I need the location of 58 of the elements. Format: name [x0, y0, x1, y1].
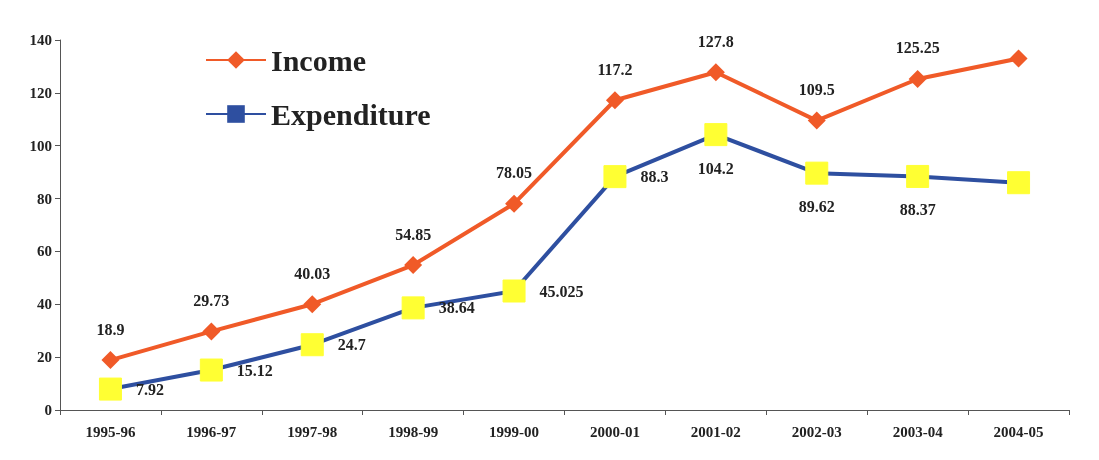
y-tick-label: 60 [37, 243, 52, 260]
data-label: 38.64 [438, 299, 475, 317]
data-label: 104.2 [697, 159, 734, 177]
data-label: 88.37 [899, 201, 936, 219]
x-tick-label: 1995-96 [85, 423, 136, 440]
x-tick-label: 2003-04 [892, 423, 944, 440]
point [906, 164, 930, 188]
data-label: 127.8 [697, 32, 734, 50]
y-tick-label: 0 [44, 402, 52, 418]
x-tick-label: 2002-03 [791, 423, 842, 440]
point [502, 279, 526, 303]
data-label: 109.5 [798, 81, 835, 99]
x-tick-label: 1996-97 [186, 423, 237, 440]
data-label: 54.85 [395, 225, 432, 243]
point [605, 91, 624, 110]
point [603, 165, 627, 189]
x-tick-label: 2004-05 [993, 423, 1044, 440]
point [98, 377, 122, 401]
data-label: 40.03 [294, 264, 331, 282]
point [404, 256, 423, 275]
point [300, 333, 324, 357]
point [202, 322, 221, 341]
data-label: 15.12 [236, 361, 273, 379]
x-tick-label: 2000-01 [589, 423, 640, 440]
y-tick-label: 80 [37, 190, 52, 207]
data-label: 125.25 [895, 39, 940, 57]
point [401, 296, 425, 320]
data-label: 7.92 [135, 380, 164, 398]
data-label: 117.2 [597, 60, 633, 78]
x-tick-label: 2001-02 [690, 423, 741, 440]
point [199, 358, 223, 382]
y-tick-label: 100 [29, 137, 52, 154]
point [706, 63, 725, 82]
point [704, 123, 728, 147]
data-label: 89.62 [798, 198, 835, 216]
x-tick-label: 1997-98 [287, 423, 338, 440]
data-label: 18.9 [96, 320, 125, 338]
x-tick-label: 1999-00 [489, 423, 540, 440]
legend-label: Expenditure [271, 97, 431, 131]
data-label: 88.3 [640, 168, 669, 186]
point [505, 194, 524, 213]
y-tick-label: 140 [29, 32, 52, 48]
legend-label: Income [271, 43, 366, 77]
data-label: 78.05 [496, 164, 533, 182]
y-tick-label: 40 [37, 296, 52, 313]
point [101, 351, 120, 370]
point [908, 69, 927, 88]
point [1007, 171, 1031, 195]
data-label: 45.025 [539, 282, 584, 300]
y-tick-label: 120 [29, 84, 52, 101]
point [303, 295, 322, 314]
point [1009, 49, 1028, 68]
data-label: 29.73 [193, 291, 230, 309]
data-label: 24.7 [337, 336, 366, 354]
point [807, 111, 826, 130]
x-tick-label: 1998-99 [388, 423, 439, 440]
y-tick-label: 20 [37, 349, 52, 366]
point [805, 161, 829, 185]
